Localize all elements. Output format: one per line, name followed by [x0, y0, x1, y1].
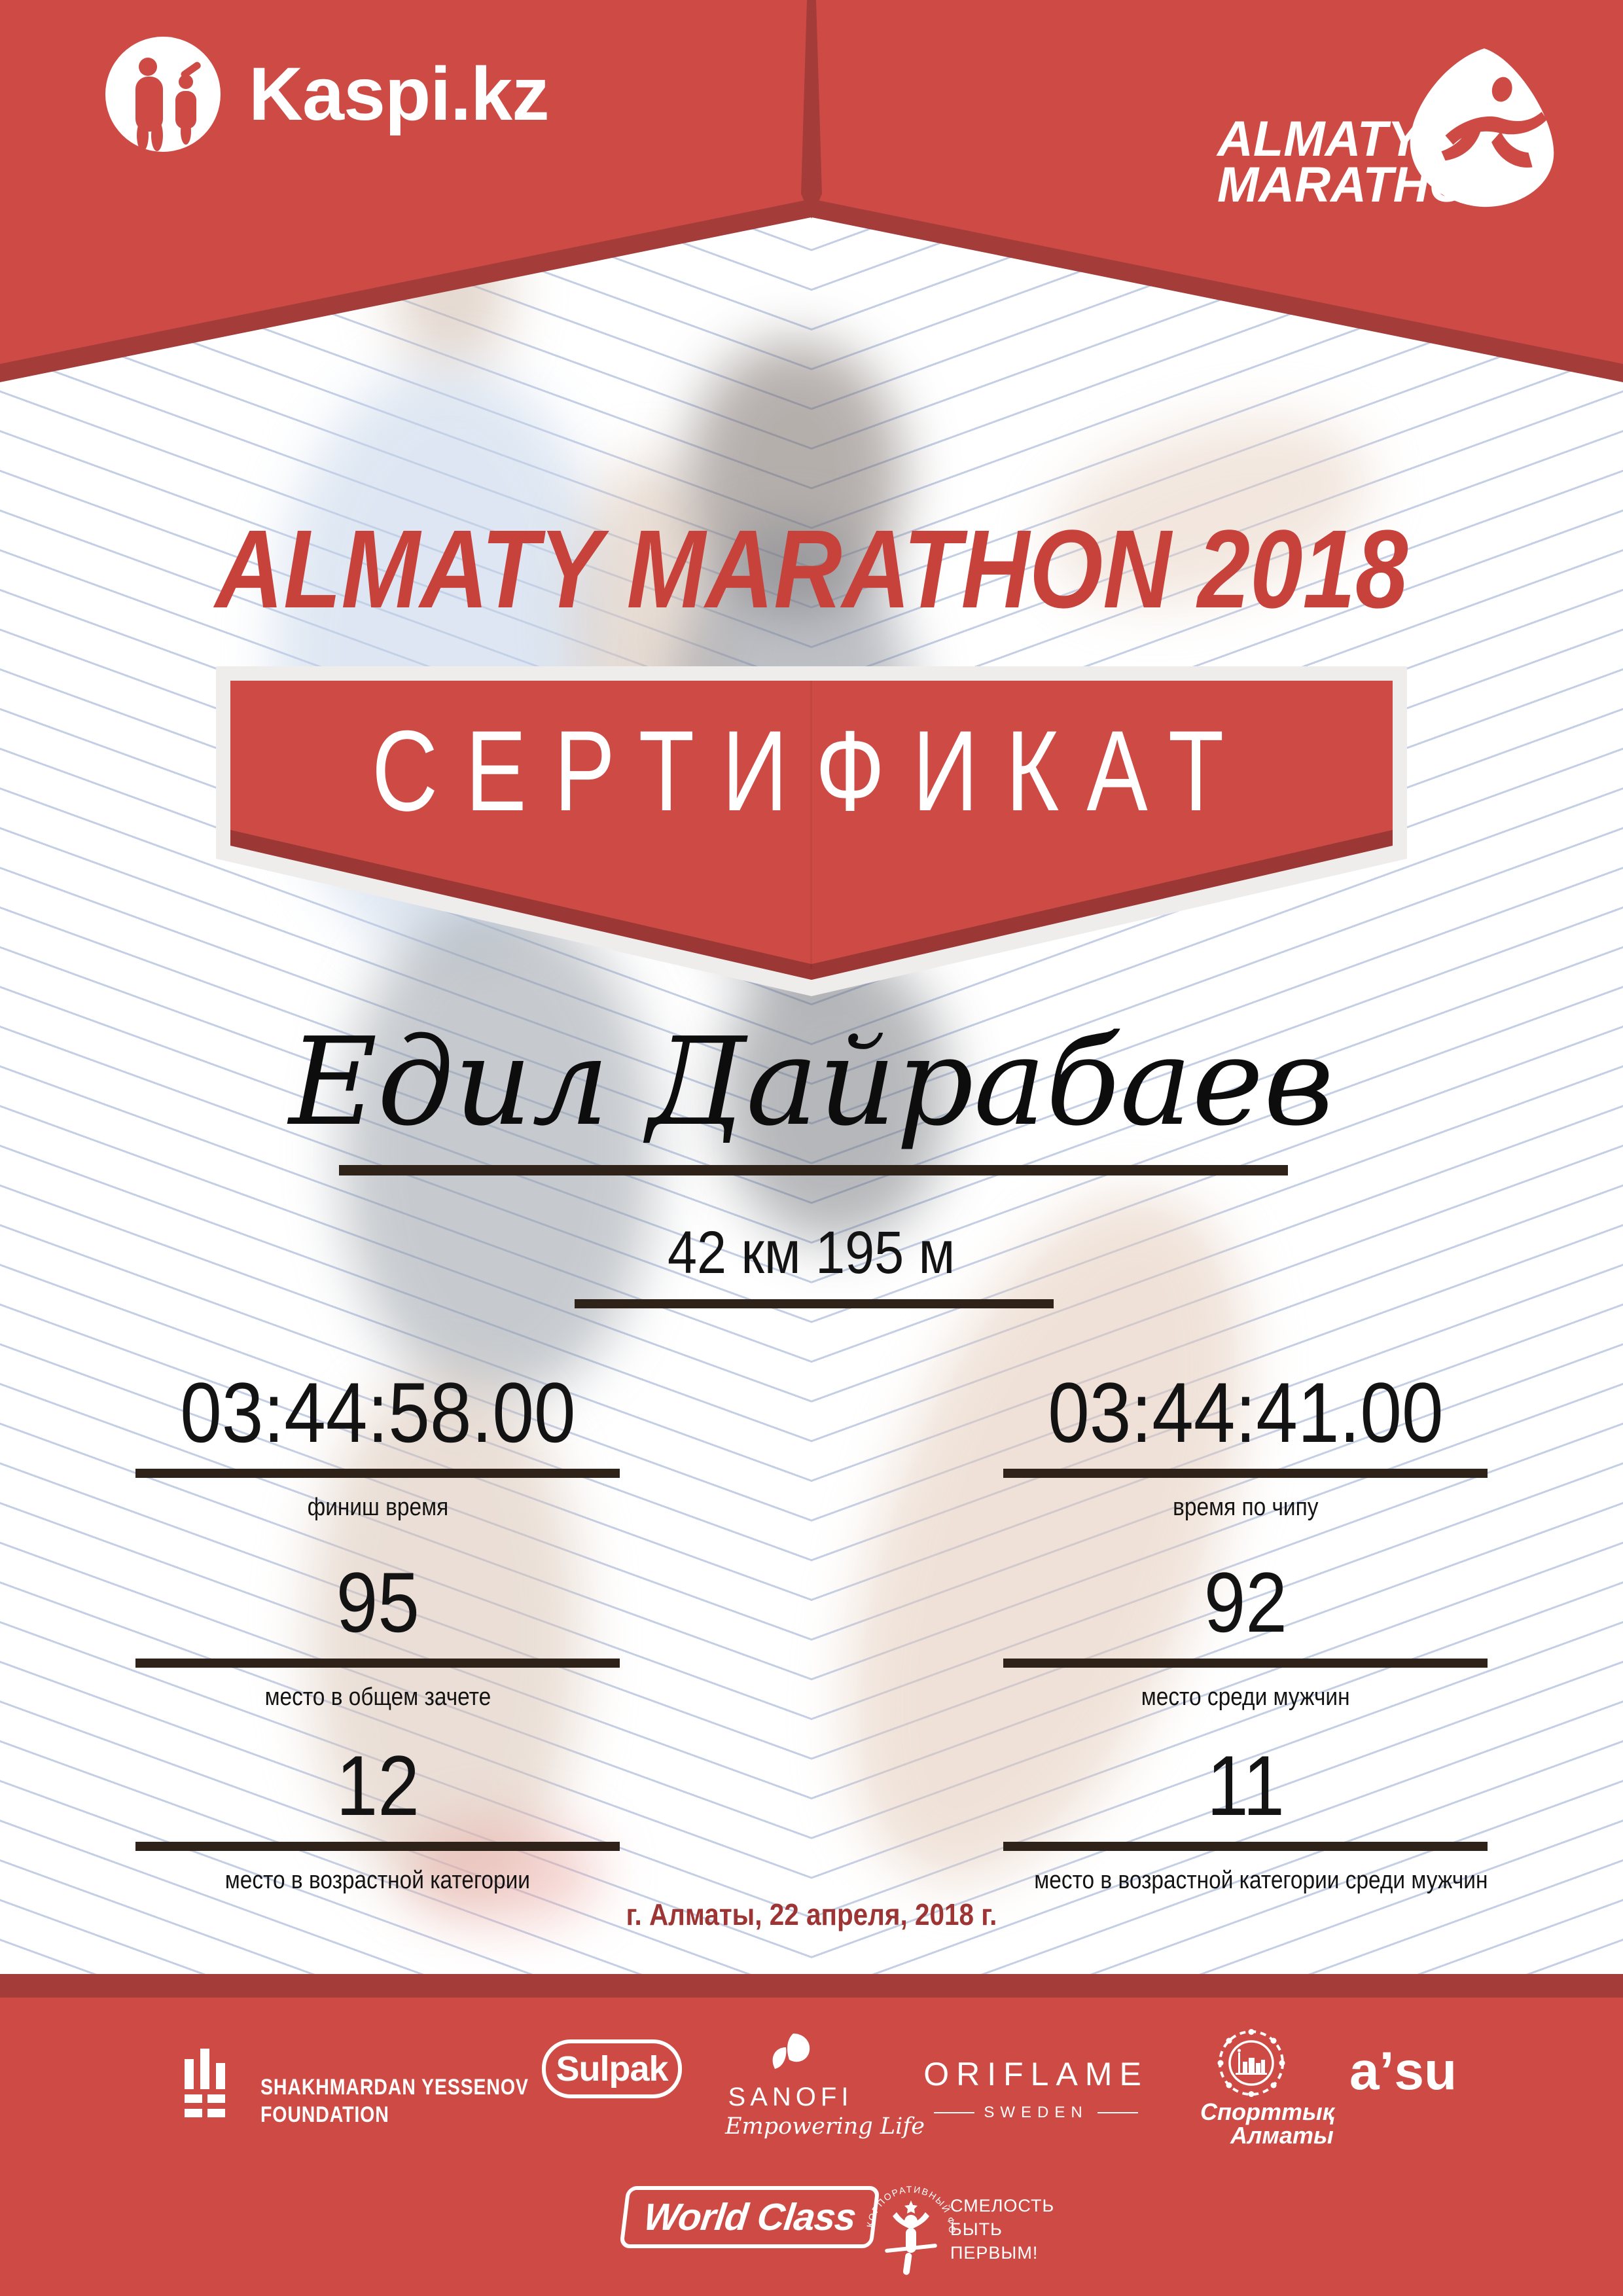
yessenov-icon-bar [200, 2049, 209, 2089]
stat-label-text: место в возрастной категории среди мужчи… [1034, 1867, 1488, 1894]
distance-text: 42 км 195 м [668, 1219, 955, 1286]
sanofi-bird-icon [772, 2034, 810, 2069]
stat-value-text: 92 [1204, 1554, 1287, 1650]
stat-label: время по чипу [1003, 1494, 1488, 1522]
yessenov-icon-bar [207, 2109, 225, 2117]
footer-divider [0, 1974, 1623, 1998]
stat-label-text: место в общем зачете [264, 1683, 491, 1711]
stat-value-text: 12 [336, 1738, 419, 1833]
oriflame-rule-right [1097, 2112, 1138, 2113]
sponsor-sporttyk-almaty: Спорттық Алматы [1200, 2029, 1334, 2149]
yessenov-icon-bar [207, 2094, 225, 2103]
stat-underline [135, 1842, 620, 1851]
sponsor-oriflame: ORIFLAME SWEDEN [921, 2055, 1150, 2122]
stat-label: место среди мужчин [1003, 1683, 1488, 1712]
corporate-fund-icon: КОРПОРАТИВНЫЙ ФОНД [865, 2166, 956, 2275]
distance-underline [575, 1299, 1054, 1308]
sponsor-sulpak: Sulpak [542, 2039, 682, 2098]
yessenov-icon [185, 2059, 194, 2089]
certificate-heading-text: СЕРТИФИКАТ [371, 708, 1252, 835]
oriflame-sub-row: SWEDEN [921, 2104, 1150, 2122]
fund-slogan-line3: ПЕРВЫМ! [950, 2243, 1039, 2263]
stat-finish-time: 03:44:58.00 финиш время [135, 1365, 620, 1522]
kaspi-logo-text: Kaspi.kz [249, 52, 550, 136]
stat-underline [135, 1469, 620, 1478]
stat-label: место в возрастной категории среди мужчи… [1003, 1867, 1488, 1895]
stat-value-text: 03:44:58.00 [179, 1365, 576, 1460]
sanofi-logo-text: SANOFI [728, 2083, 853, 2111]
almaty-marathon-runner-icon [1410, 48, 1554, 207]
sponsor-sanofi: SANOFI Empowering Life [725, 2032, 925, 2140]
stat-value: 92 [1003, 1554, 1488, 1650]
stat-overall-place: 95 место в общем зачете [135, 1554, 620, 1712]
stat-underline [1003, 1842, 1488, 1851]
background-photo-blob [340, 903, 654, 1401]
oriflame-sub-text: SWEDEN [984, 2104, 1088, 2121]
stat-underline [1003, 1659, 1488, 1668]
stat-label-text: финиш время [307, 1494, 448, 1521]
stat-underline [1003, 1469, 1488, 1478]
runner-name: Едил Дайрабаев [289, 1011, 1334, 1153]
almaty-marathon-logo-line1: ALMATY [1217, 111, 1421, 167]
event-title: ALMATY MARATHON 2018 [0, 505, 1623, 634]
yessenov-line1: SHAKHMARDAN YESSENOV [260, 2075, 529, 2100]
certificate-heading: СЕРТИФИКАТ [0, 706, 1623, 837]
stat-value: 12 [135, 1738, 620, 1833]
distance-value: 42 км 195 м [0, 1219, 1623, 1287]
stat-value-text: 95 [336, 1554, 419, 1650]
sporttyk-line2: Алматы [1230, 2122, 1334, 2149]
stat-value: 03:44:58.00 [135, 1365, 620, 1460]
certificate-banner-crease [810, 681, 812, 969]
sporttyk-emblem-icon [1217, 2029, 1285, 2097]
yessenov-icon-bar [185, 2109, 202, 2117]
event-date: г. Алматы, 22 апреля, 2018 г. [0, 1897, 1623, 1932]
stat-value: 11 [1003, 1738, 1488, 1833]
stat-chip-time: 03:44:41.00 время по чипу [1003, 1365, 1488, 1522]
kaspi-family-icon [105, 37, 221, 152]
fund-slogan: СМЕЛОСТЬ БЫТЬ ПЕРВЫМ! [950, 2194, 1054, 2265]
stat-value: 03:44:41.00 [1003, 1365, 1488, 1460]
yessenov-line2: FOUNDATION [260, 2102, 389, 2127]
stat-label: место в общем зачете [135, 1683, 620, 1712]
stat-label: финиш время [135, 1494, 620, 1522]
sulpak-logo-text: Sulpak [556, 2049, 668, 2089]
sporttyk-line1: Спорттық [1200, 2098, 1334, 2125]
yessenov-icon-bar [185, 2094, 202, 2103]
stat-place-among-men: 92 место среди мужчин [1003, 1554, 1488, 1712]
oriflame-rule-left [934, 2112, 975, 2113]
stat-age-category-place: 12 место в возрастной категории [135, 1738, 620, 1895]
sanofi-tagline: Empowering Life [725, 2113, 925, 2140]
stat-label-text: место в возрастной категории [224, 1867, 531, 1894]
stat-label: место в возрастной категории [135, 1867, 620, 1895]
stat-underline [135, 1659, 620, 1668]
background-photo-blob [308, 1374, 582, 1898]
stat-age-category-place-men: 11 место в возрастной категории среди му… [1003, 1738, 1488, 1895]
sponsor-asu: aʼsu [1349, 2041, 1457, 2101]
sponsor-world-class: World Class [619, 2186, 880, 2248]
runner-name-underline [339, 1165, 1288, 1175]
background-photo-blob [406, 1820, 602, 1924]
stat-value-text: 11 [1206, 1738, 1285, 1833]
yessenov-icon-bar [216, 2063, 225, 2089]
background-lines-right [812, 0, 1623, 2296]
stat-label-text: место среди мужчин [1141, 1683, 1350, 1711]
footer-band [0, 1998, 1623, 2296]
background-photo-blob [720, 949, 949, 1244]
stat-value-text: 03:44:41.00 [1047, 1365, 1444, 1460]
stat-label-text: время по чипу [1172, 1494, 1319, 1521]
fund-slogan-line2: БЫТЬ [950, 2219, 1003, 2239]
worldclass-logo-text: World Class [641, 2196, 859, 2238]
stat-value: 95 [135, 1554, 620, 1650]
fund-slogan-line1: СМЕЛОСТЬ [950, 2196, 1055, 2215]
kaspi-logo: Kaspi.kz [105, 36, 550, 152]
event-title-text: ALMATY MARATHON 2018 [215, 507, 1408, 632]
oriflame-logo-text: ORIFLAME [923, 2056, 1149, 2092]
event-date-text: г. Алматы, 22 апреля, 2018 г. [626, 1897, 997, 1931]
